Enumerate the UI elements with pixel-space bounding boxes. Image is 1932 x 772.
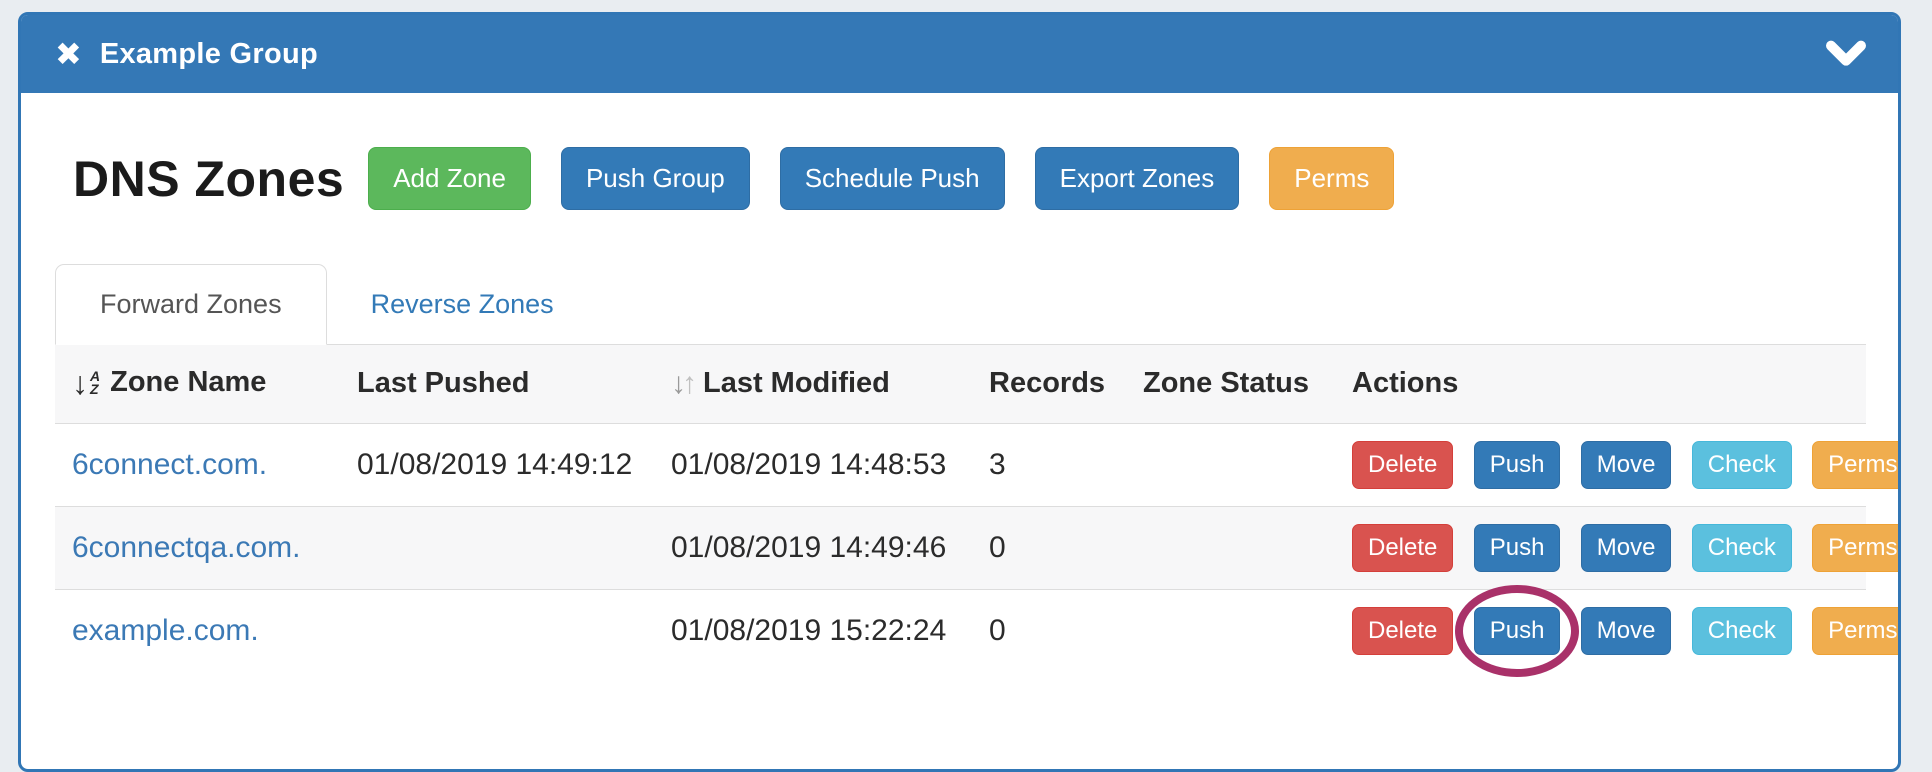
column-last-pushed: Last Pushed [340,345,654,423]
delete-button[interactable]: Delete [1352,440,1454,489]
zone-status-value [1126,422,1335,506]
push-button[interactable]: Push [1473,606,1561,655]
schedule-push-button[interactable]: Schedule Push [779,147,1005,210]
move-button[interactable]: Move [1580,440,1672,489]
zones-table: ↓ A Z Zone Name Last Pushed ↓ ↑ Last Modifi… [55,345,1898,677]
panel-title: Example Group [99,37,319,70]
last-pushed-value [340,505,654,589]
perms-button[interactable]: Perms [1812,606,1898,655]
records-value: 0 [972,505,1126,589]
example-group-panel: ✖ Example Group DNS Zones Add Zone Push … [18,12,1901,772]
move-button[interactable]: Move [1580,523,1672,572]
push-button[interactable]: Push [1473,440,1561,489]
column-zone-name: ↓ A Z Zone Name [55,345,340,423]
last-modified-value: 01/08/2019 14:48:53 [654,422,972,506]
perms-button[interactable]: Perms [1812,440,1898,489]
panel-header: ✖ Example Group [21,15,1898,93]
perms-button[interactable]: Perms [1812,523,1898,572]
tab-reverse-zones[interactable]: Reverse Zones [370,289,554,319]
last-pushed-value [340,588,654,672]
zone-tabs: Forward Zones Reverse Zones [55,264,1866,345]
push-button[interactable]: Push [1473,523,1561,572]
delete-button[interactable]: Delete [1352,523,1454,572]
push-group-button[interactable]: Push Group [560,147,750,210]
check-button[interactable]: Check [1691,523,1792,572]
close-icon[interactable]: ✖ [55,36,82,72]
table-row-example: example.com. 01/08/2019 15:22:24 0 Delet… [55,584,1898,677]
page-title: DNS Zones [73,150,345,207]
column-last-modified: ↓ ↑ Last Modified [654,345,972,423]
column-records: Records [972,345,1126,423]
column-actions: Actions [1335,345,1866,423]
records-value: 3 [972,422,1126,506]
perms-button[interactable]: Perms [1269,147,1395,210]
table-row-6connectqa: 6connectqa.com. 01/08/2019 14:49:46 0 De… [55,505,1898,589]
check-button[interactable]: Check [1691,606,1792,655]
last-pushed-value: 01/08/2019 14:49:12 [340,422,654,506]
panel-body: DNS Zones Add Zone Push Group Schedule P… [21,93,1898,677]
zone-status-value [1126,505,1335,589]
zone-link-6connect[interactable]: 6connect.com. [72,447,268,481]
delete-button[interactable]: Delete [1352,606,1454,655]
last-modified-value: 01/08/2019 14:49:46 [654,505,972,589]
table-row-6connect: 6connect.com. 01/08/2019 14:49:12 01/08/… [55,422,1898,506]
sort-icon[interactable]: ↓ ↑ [671,366,697,400]
column-zone-status: Zone Status [1126,345,1335,423]
chevron-down-icon[interactable] [1826,39,1866,69]
tab-forward-zones[interactable]: Forward Zones [55,264,327,345]
table-header-row: ↓ A Z Zone Name Last Pushed ↓ ↑ Last Modifi… [55,345,1866,423]
last-modified-value: 01/08/2019 15:22:24 [654,588,972,672]
check-button[interactable]: Check [1691,440,1792,489]
zone-link-example[interactable]: example.com. [72,613,259,647]
records-value: 0 [972,588,1126,672]
add-zone-button[interactable]: Add Zone [368,147,531,210]
toolbar: DNS Zones Add Zone Push Group Schedule P… [73,147,1866,210]
zone-status-value [1126,588,1335,672]
zone-link-6connectqa[interactable]: 6connectqa.com. [72,530,301,564]
move-button[interactable]: Move [1580,606,1672,655]
sort-alpha-asc-icon[interactable]: ↓ A Z [72,364,101,401]
export-zones-button[interactable]: Export Zones [1034,147,1240,210]
